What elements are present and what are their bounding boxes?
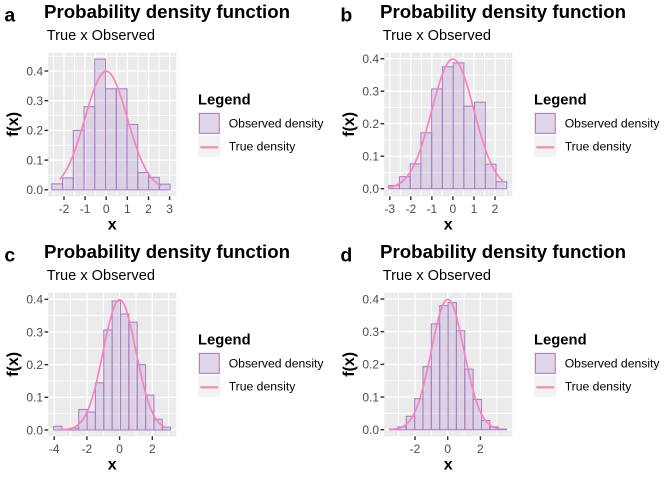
svg-text:a: a [4,5,15,27]
svg-text:0.2: 0.2 [362,117,379,131]
svg-text:0.2: 0.2 [26,124,43,138]
svg-text:0.0: 0.0 [26,423,43,437]
svg-text:0.3: 0.3 [26,94,43,108]
svg-text:Probability density function: Probability density function [380,1,626,22]
svg-text:c: c [4,245,15,267]
svg-text:0.3: 0.3 [362,85,379,99]
svg-text:0: 0 [103,202,110,216]
svg-text:0.0: 0.0 [26,183,43,197]
svg-text:0.2: 0.2 [362,358,379,372]
svg-text:f(x): f(x) [5,112,22,137]
svg-text:d: d [340,245,352,267]
svg-text:0.3: 0.3 [362,325,379,339]
svg-text:Probability density function: Probability density function [380,241,626,262]
svg-text:0.2: 0.2 [26,358,43,372]
svg-text:Legend: Legend [198,92,251,108]
svg-text:True x Observed: True x Observed [383,28,491,44]
svg-text:0.4: 0.4 [362,292,379,306]
svg-text:-2: -2 [410,442,421,456]
svg-text:Probability density function: Probability density function [44,241,290,262]
svg-text:Legend: Legend [198,332,251,348]
svg-text:f(x): f(x) [341,352,358,377]
svg-text:0.4: 0.4 [26,64,43,78]
svg-text:0.1: 0.1 [26,391,43,405]
svg-text:2: 2 [149,442,156,456]
svg-text:x: x [444,456,453,473]
svg-text:0.1: 0.1 [26,153,43,167]
svg-text:0.1: 0.1 [362,390,379,404]
svg-text:Observed density: Observed density [229,117,325,131]
svg-text:x: x [444,216,453,233]
svg-text:Probability density function: Probability density function [44,1,290,22]
svg-text:True density: True density [229,380,297,394]
svg-text:x: x [108,216,117,233]
svg-text:f(x): f(x) [5,352,22,377]
svg-text:-1: -1 [427,202,438,216]
svg-text:Legend: Legend [534,332,587,348]
svg-text:0.1: 0.1 [362,150,379,164]
svg-text:0.0: 0.0 [362,182,379,196]
svg-text:True x Observed: True x Observed [383,268,491,284]
svg-text:0: 0 [444,442,451,456]
svg-text:0.4: 0.4 [362,52,379,66]
svg-text:True x Observed: True x Observed [47,28,155,44]
svg-text:0: 0 [450,202,457,216]
svg-text:True density: True density [565,140,633,154]
svg-text:1: 1 [471,202,478,216]
svg-text:-2: -2 [59,202,70,216]
svg-text:2: 2 [145,202,152,216]
svg-text:0: 0 [116,442,123,456]
svg-text:True density: True density [229,140,297,154]
svg-text:f(x): f(x) [341,112,358,137]
svg-text:Observed density: Observed density [565,117,661,131]
svg-text:0.0: 0.0 [362,423,379,437]
svg-text:1: 1 [124,202,131,216]
svg-text:True density: True density [565,380,633,394]
svg-text:Observed density: Observed density [565,357,661,371]
svg-text:3: 3 [166,202,173,216]
svg-text:-2: -2 [82,442,93,456]
svg-text:-3: -3 [384,202,395,216]
svg-text:True x Observed: True x Observed [47,268,155,284]
svg-text:2: 2 [492,202,499,216]
svg-text:Observed density: Observed density [229,357,325,371]
svg-text:-4: -4 [49,442,60,456]
svg-text:2: 2 [477,442,484,456]
svg-text:Legend: Legend [534,92,587,108]
svg-text:0.3: 0.3 [26,325,43,339]
svg-text:-2: -2 [405,202,416,216]
svg-text:b: b [340,5,352,27]
svg-text:-1: -1 [80,202,91,216]
svg-text:0.4: 0.4 [26,293,43,307]
svg-text:x: x [108,456,117,473]
